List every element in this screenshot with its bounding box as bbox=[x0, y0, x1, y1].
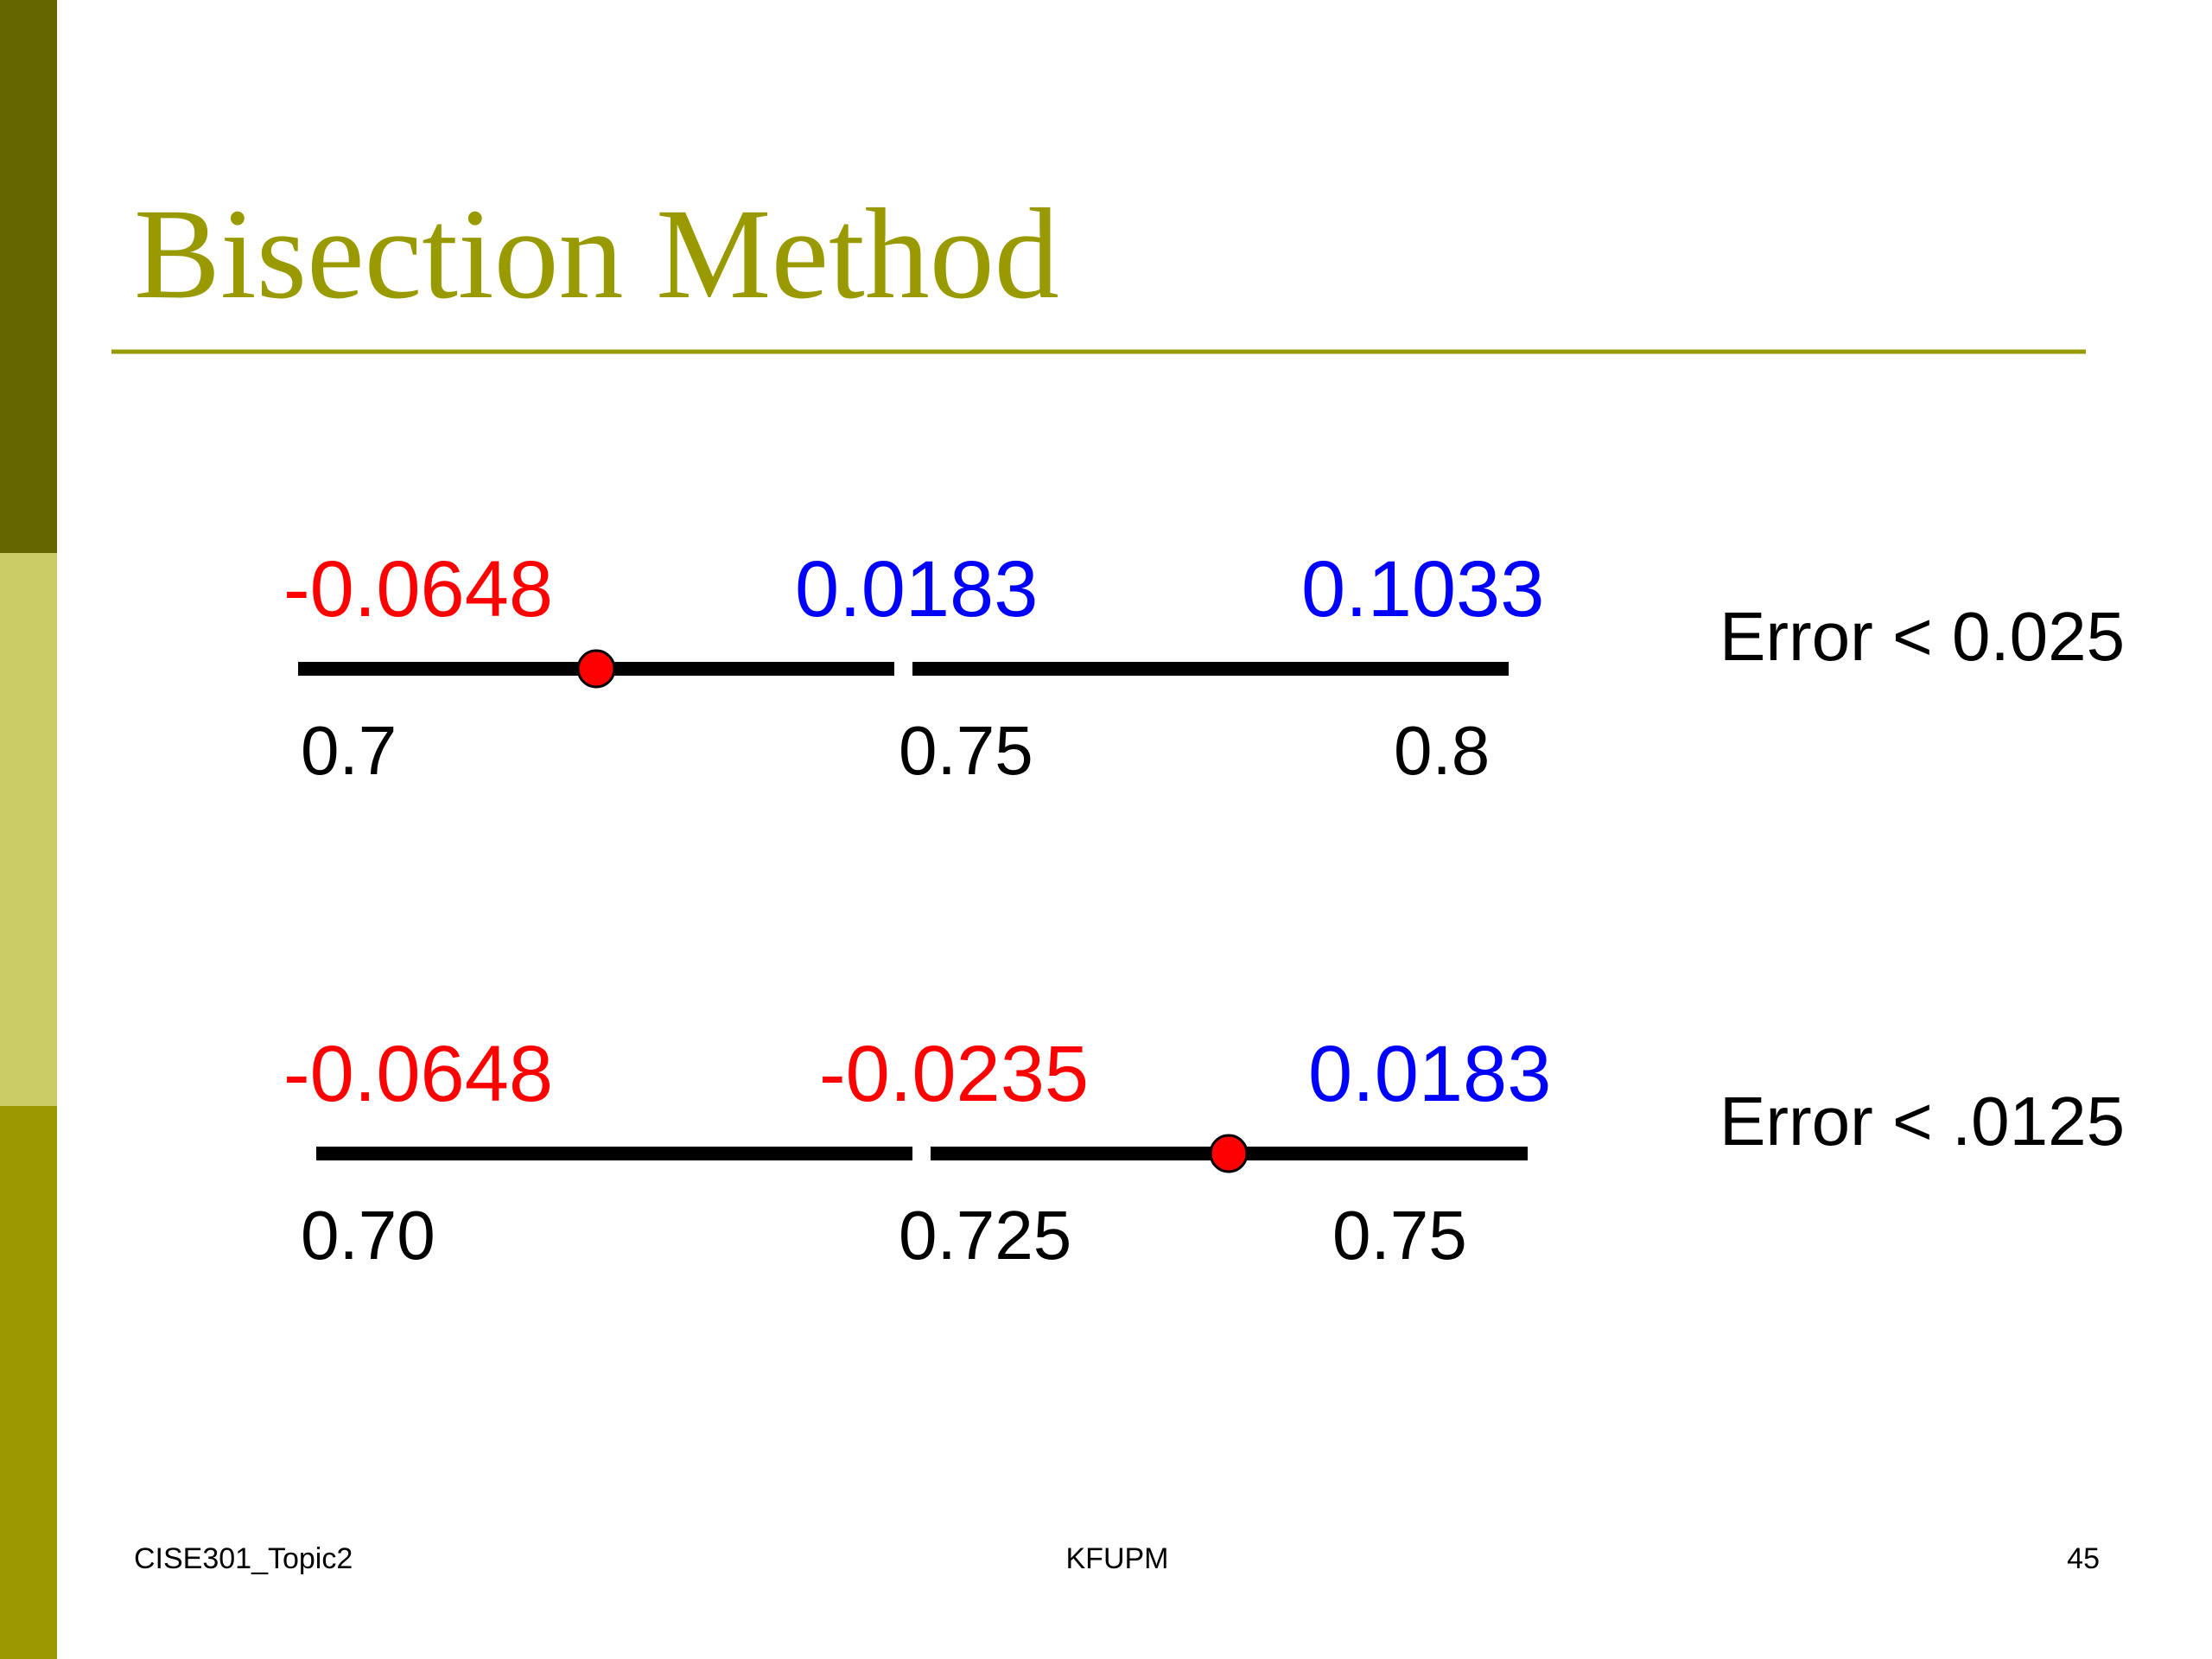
x-label: 0.7 bbox=[301, 712, 397, 789]
function-value: -0.0648 bbox=[283, 545, 553, 633]
function-value: 0.0183 bbox=[1308, 1030, 1551, 1118]
x-label: 0.75 bbox=[1332, 1197, 1467, 1274]
x-label: 0.75 bbox=[899, 712, 1033, 789]
bisection-step-2: -0.0648 -0.0235 0.0183 0.70 0.725 0.75 E… bbox=[283, 1030, 2125, 1274]
slide-title: Bisection Method bbox=[134, 182, 1059, 326]
error-bound: Error < .0125 bbox=[1719, 1083, 2125, 1160]
function-value: 0.0183 bbox=[795, 545, 1038, 633]
function-value: -0.0235 bbox=[819, 1030, 1089, 1118]
side-bar-middle bbox=[0, 553, 57, 1106]
error-bound: Error < 0.025 bbox=[1719, 598, 2125, 675]
footer-course: CISE301_Topic2 bbox=[134, 1542, 353, 1575]
x-label: 0.8 bbox=[1394, 712, 1490, 789]
x-label: 0.70 bbox=[301, 1197, 435, 1274]
footer-institution: KFUPM bbox=[1066, 1542, 1169, 1575]
page-number: 45 bbox=[2067, 1542, 2100, 1575]
root-marker bbox=[1209, 1134, 1249, 1173]
bisection-step-1: -0.0648 0.0183 0.1033 0.7 0.75 0.8 Error… bbox=[283, 545, 2125, 789]
function-value: 0.1033 bbox=[1301, 545, 1544, 633]
x-label: 0.725 bbox=[899, 1197, 1071, 1274]
side-bar-bottom bbox=[0, 1106, 57, 1659]
side-bar-top bbox=[0, 0, 57, 553]
root-marker bbox=[576, 649, 616, 689]
function-value: -0.0648 bbox=[283, 1030, 553, 1118]
